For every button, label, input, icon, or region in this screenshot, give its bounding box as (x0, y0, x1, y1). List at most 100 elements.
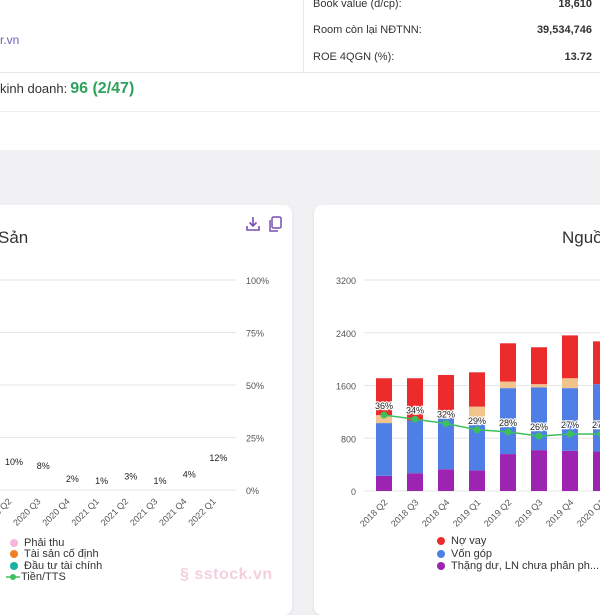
y-tick-label: 0% (246, 486, 259, 496)
metric-label: Room còn lại NĐTNN: (313, 24, 422, 36)
divider (303, 0, 304, 72)
legend-item-fixed-assets[interactable]: Tài sản cố định (10, 549, 102, 561)
x-tick-label: 2021 Q3 (128, 496, 159, 527)
metric-roe: ROE 4QGN (%): 13.72 (313, 51, 598, 63)
y-tick-label: 100% (246, 276, 269, 286)
card-title: Sản (0, 228, 28, 248)
y-tick-label: 3200 (336, 276, 356, 286)
data-label: 2% (66, 474, 79, 484)
left-chart-legend: Phải thu Tài sản cố định Đầu tư tài chín… (10, 537, 102, 583)
top-info-panel (0, 0, 600, 150)
line-point (567, 431, 574, 438)
bar-segment (500, 343, 516, 381)
legend-label: Phải thu (24, 537, 64, 549)
bar-segment (531, 384, 547, 387)
metric-foreign-room: Room còn lại NĐTNN: 39,534,746 (313, 24, 598, 36)
bar-segment (593, 451, 600, 491)
data-label: 32% (437, 409, 455, 419)
data-label: 27% (592, 420, 600, 430)
y-tick-label: 1600 (336, 382, 356, 392)
x-tick-label: 2019 Q3 (513, 497, 544, 528)
data-label: 1% (95, 476, 108, 486)
metric-label: Book value (đ/cp): (313, 0, 402, 10)
copy-icon[interactable] (268, 216, 282, 232)
y-tick-label: 25% (246, 434, 264, 444)
x-tick-label: 2021 Q2 (99, 496, 130, 527)
metric-value: 13.72 (564, 51, 592, 63)
data-label: 34% (406, 405, 424, 415)
x-tick-label: 2019 Q1 (451, 497, 482, 528)
metric-value: 39,534,746 (537, 24, 592, 36)
website-link[interactable]: r.vn (0, 33, 19, 47)
rank-value: 96 (2/47) (70, 80, 134, 97)
x-tick-label: 2020 Q2 (0, 496, 13, 527)
bar-segment (562, 335, 578, 378)
data-label: 27% (561, 420, 579, 430)
bar-segment (593, 341, 600, 384)
business-rank: kinh doanh:96 (2/47) (0, 80, 134, 98)
line-point (412, 416, 419, 423)
data-label: 29% (468, 416, 486, 426)
rank-label: kinh doanh: (0, 81, 67, 96)
bar-segment (469, 471, 485, 491)
legend-item-financial-investment[interactable]: Đầu tư tài chính (10, 560, 102, 572)
metric-book-value: Book value (đ/cp): 18,610 (313, 0, 598, 10)
x-tick-label: 2019 Q2 (482, 497, 513, 528)
x-tick-label: 2019 Q4 (544, 497, 575, 528)
bar-segment (593, 384, 600, 451)
bar-segment (562, 451, 578, 491)
metric-value: 18,610 (558, 0, 592, 10)
legend-item-debt[interactable]: Nợ vay (437, 535, 599, 548)
bar-segment (500, 454, 516, 491)
legend-label: Thặng dư, LN chưa phân ph... (451, 560, 599, 572)
bar-segment (407, 420, 423, 473)
bar-segment (469, 418, 485, 470)
x-tick-label: 2020 Q3 (11, 496, 42, 527)
data-label: 1% (153, 476, 166, 486)
bar-segment (531, 450, 547, 491)
bar-segment (376, 423, 392, 476)
data-label: 4% (183, 470, 196, 480)
y-tick-label: 2400 (336, 329, 356, 339)
data-label: 12% (209, 453, 227, 463)
line-point (443, 420, 450, 427)
data-label: 28% (499, 418, 517, 428)
line-point (536, 433, 543, 440)
line-point (505, 428, 512, 435)
data-label: 36% (375, 401, 393, 411)
data-label: 10% (5, 457, 23, 467)
bar-segment (531, 347, 547, 384)
bar-segment (531, 387, 547, 450)
bar-segment (438, 469, 454, 491)
bar-segment (500, 382, 516, 389)
legend-label: Tài sản cố định (24, 548, 99, 560)
data-label: 8% (37, 461, 50, 471)
legend-item-retained-earnings[interactable]: Thặng dư, LN chưa phân ph... (437, 560, 599, 573)
legend-label: Nợ vay (451, 535, 486, 547)
bar-segment (562, 378, 578, 388)
legend-label: Đầu tư tài chính (24, 560, 102, 572)
x-tick-label: 2021 Q1 (70, 496, 101, 527)
legend-item-paid-in-capital[interactable]: Vốn góp (437, 548, 599, 561)
x-tick-label: 2020 Q1 (575, 497, 600, 528)
line-point (381, 412, 388, 419)
bar-segment (469, 372, 485, 406)
y-tick-label: 75% (246, 329, 264, 339)
divider (0, 72, 600, 73)
legend-item-receivables[interactable]: Phải thu (10, 537, 102, 549)
bar-segment (376, 476, 392, 491)
x-tick-label: 2018 Q2 (358, 497, 389, 528)
x-tick-label: 2021 Q4 (157, 496, 188, 527)
watermark-logo: § sstock.vn (180, 566, 273, 584)
data-label: 3% (124, 472, 137, 482)
y-tick-label: 50% (246, 381, 264, 391)
metric-label: ROE 4QGN (%): (313, 51, 394, 63)
legend-item-cash-ratio[interactable]: Tiền/TTS (10, 572, 102, 584)
card-title: Nguồ (562, 228, 600, 248)
y-tick-label: 800 (341, 434, 356, 444)
line-point (474, 426, 481, 433)
x-tick-label: 2018 Q3 (389, 497, 420, 528)
legend-label: Tiền/TTS (21, 571, 66, 583)
download-icon[interactable] (246, 216, 260, 232)
